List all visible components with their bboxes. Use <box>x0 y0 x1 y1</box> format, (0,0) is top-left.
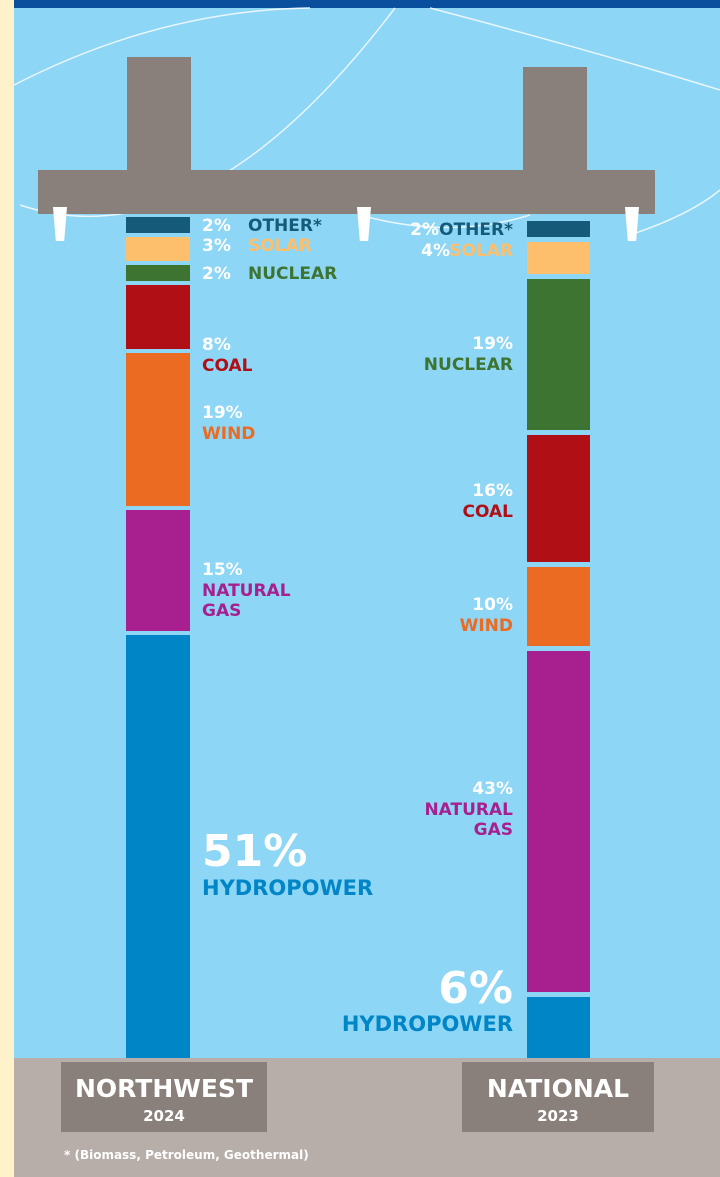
data-label-percent: 51% <box>202 826 308 877</box>
bar-segment-natural_gas <box>126 510 190 631</box>
insulator-icon <box>53 207 67 241</box>
data-label-name: SOLAR <box>248 236 312 256</box>
bar-segment-solar <box>527 242 590 274</box>
bar-segment-coal <box>527 435 590 562</box>
data-label-name: NATURAL <box>424 800 513 820</box>
data-label-percent: 8% <box>202 335 231 355</box>
data-label-percent: 2% <box>410 220 439 240</box>
data-label-percent: 19% <box>202 403 243 423</box>
pole-left-top <box>127 57 191 177</box>
data-label-percent: 2% <box>202 264 231 284</box>
region-label: NATIONAL <box>486 1074 630 1103</box>
bar-segment-wind <box>527 567 590 646</box>
data-label-name: COAL <box>202 356 253 376</box>
data-label-name: COAL <box>462 502 513 522</box>
data-label-name: GAS <box>202 601 242 621</box>
crossarm <box>38 170 655 214</box>
data-label-name: HYDROPOWER <box>202 876 374 900</box>
insulator-icon <box>357 207 371 241</box>
year-label: 2023 <box>537 1107 579 1125</box>
data-label-percent: 15% <box>202 560 243 580</box>
bar-segment-wind <box>126 353 190 506</box>
bar-segment-hydropower <box>527 997 590 1058</box>
data-label-name: NUCLEAR <box>248 264 338 284</box>
data-label-name: WIND <box>202 424 256 444</box>
data-label-name: WIND <box>459 616 513 636</box>
plate-national: NATIONAL 2023 <box>462 1062 654 1132</box>
data-label-percent: 2% <box>202 216 231 236</box>
power-line-center <box>359 214 531 229</box>
year-label: 2024 <box>143 1107 185 1125</box>
data-label-name: OTHER* <box>248 216 322 236</box>
bar-segment-other <box>527 221 590 237</box>
data-label-name: OTHER* <box>439 220 513 240</box>
data-label-percent: 19% <box>472 334 513 354</box>
data-label-percent: 16% <box>472 481 513 501</box>
bar-segment-coal <box>126 285 190 349</box>
bar-segment-natural_gas <box>527 651 590 992</box>
data-label-name: NATURAL <box>202 581 291 601</box>
bar-segment-hydropower <box>126 635 190 1058</box>
insulator-icon <box>625 207 639 241</box>
footnote: * (Biomass, Petroleum, Geothermal) <box>64 1148 309 1162</box>
plate-northwest: NORTHWEST 2024 <box>61 1062 267 1132</box>
data-label-percent: 10% <box>472 595 513 615</box>
bar-segment-nuclear <box>126 265 190 281</box>
data-label-name: HYDROPOWER <box>341 1012 513 1036</box>
data-label-name: GAS <box>473 820 513 840</box>
power-line-right-lower <box>629 189 720 236</box>
data-label-name: SOLAR <box>449 241 513 261</box>
power-line-left-upper <box>13 7 311 86</box>
bar-segment-other <box>126 217 190 233</box>
data-label-percent: 6% <box>438 963 513 1014</box>
data-label-percent: 3% <box>202 236 231 256</box>
data-label-name: NUCLEAR <box>423 355 513 375</box>
data-label-percent: 4% <box>421 241 450 261</box>
power-line-right-upper <box>429 7 720 91</box>
top-band <box>14 0 720 8</box>
region-label: NORTHWEST <box>75 1074 253 1103</box>
pole-right-top <box>523 67 587 177</box>
data-label-percent: 43% <box>472 779 513 799</box>
bar-segment-nuclear <box>527 279 590 430</box>
bar-segment-solar <box>126 237 190 261</box>
